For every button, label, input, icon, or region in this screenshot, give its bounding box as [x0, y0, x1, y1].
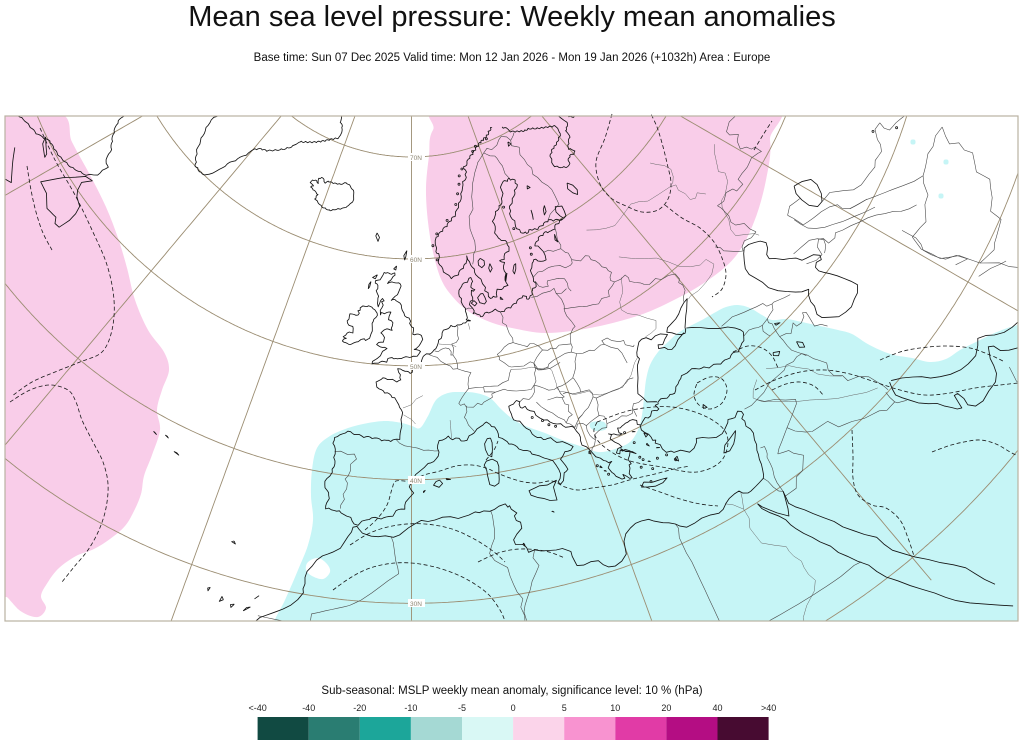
svg-text:0: 0 [511, 703, 516, 713]
svg-text:50N: 50N [410, 364, 422, 371]
svg-text:>40: >40 [761, 703, 776, 713]
svg-text:40N: 40N [410, 478, 422, 485]
svg-text:-10: -10 [404, 703, 417, 713]
svg-text:70N: 70N [410, 155, 422, 162]
svg-text:60N: 60N [410, 257, 422, 264]
svg-text:<-40: <-40 [248, 703, 266, 713]
svg-text:5: 5 [562, 703, 567, 713]
svg-text:20: 20 [661, 703, 671, 713]
svg-text:40: 40 [712, 703, 722, 713]
svg-text:-40: -40 [302, 703, 315, 713]
svg-text:-20: -20 [353, 703, 366, 713]
svg-text:10: 10 [610, 703, 620, 713]
svg-text:-5: -5 [458, 703, 466, 713]
svg-text:30N: 30N [410, 601, 422, 608]
